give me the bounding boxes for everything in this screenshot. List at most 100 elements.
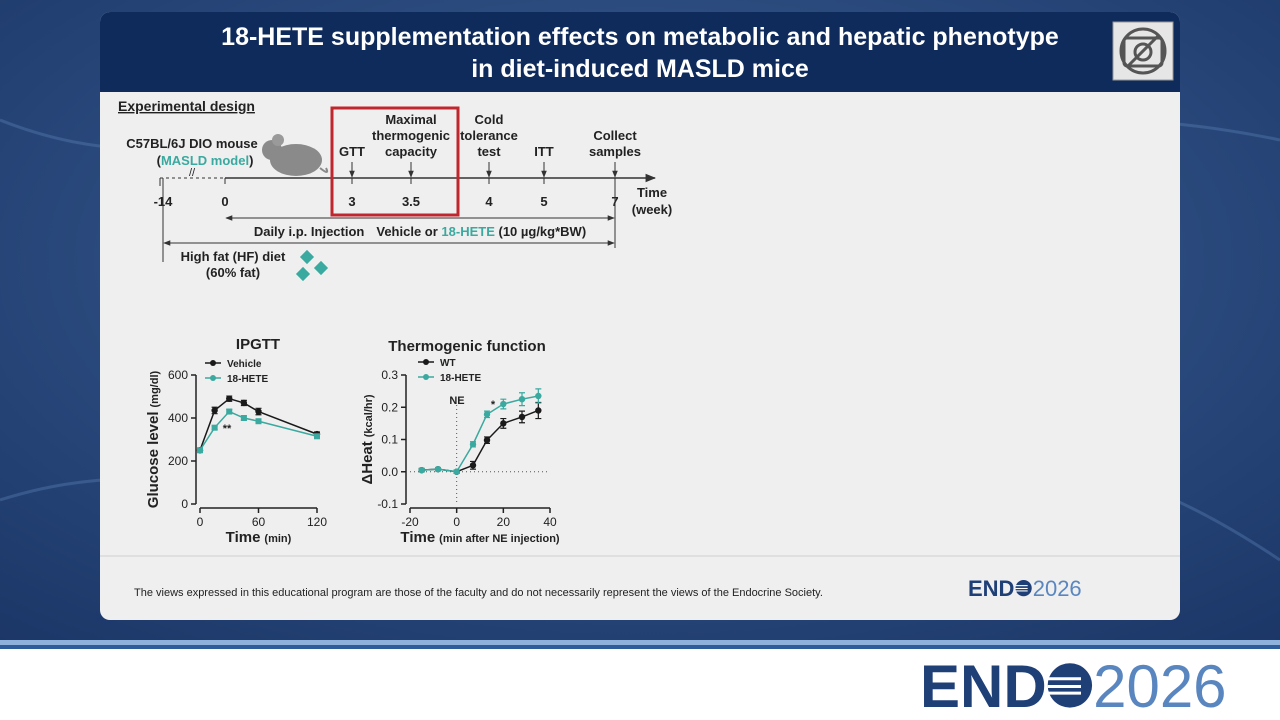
event-label: tolerance bbox=[460, 128, 518, 143]
mouse-label: C57BL/6J DIO mouse bbox=[126, 136, 258, 151]
chart-title: Thermogenic function bbox=[388, 338, 546, 355]
banner-stripe bbox=[0, 645, 1280, 649]
annotation: ** bbox=[223, 423, 232, 435]
model-part: ) bbox=[249, 153, 253, 168]
y-axis-label-part: ΔHeat bbox=[359, 441, 376, 484]
series-line bbox=[199, 397, 318, 451]
timeline-axis-label: (week) bbox=[632, 202, 672, 217]
highlight-box bbox=[330, 106, 460, 217]
model-part: ( bbox=[157, 153, 162, 168]
data-point bbox=[255, 408, 262, 415]
event-label: Maximal bbox=[385, 112, 436, 127]
legend-label: Vehicle bbox=[227, 359, 262, 370]
y-tick-label: 0.3 bbox=[381, 368, 398, 382]
data-point bbox=[483, 411, 491, 418]
data-point bbox=[518, 413, 526, 421]
x-axis-label-part: Time bbox=[226, 529, 261, 546]
x-axis-label: Time (min after NE injection) bbox=[400, 529, 559, 546]
event-label: GTT bbox=[339, 144, 365, 159]
event-label: Cold bbox=[475, 112, 504, 127]
x-tick-label: 0 bbox=[197, 515, 204, 529]
card bbox=[100, 12, 1180, 620]
x-axis-label-part: (min after NE injection) bbox=[439, 533, 560, 545]
data-point bbox=[469, 441, 477, 448]
diet-label: (60% fat) bbox=[206, 265, 260, 280]
data-point bbox=[500, 420, 507, 427]
event-label: Collect bbox=[593, 128, 637, 143]
timeline-tick-label: 3 bbox=[348, 194, 355, 209]
data-point bbox=[240, 399, 248, 407]
diet-label: High fat (HF) diet bbox=[181, 249, 286, 264]
data-point bbox=[226, 408, 233, 415]
legend-marker bbox=[423, 359, 429, 365]
endo-logo: END 2026 bbox=[968, 576, 1082, 601]
timeline-axis-label: Time bbox=[637, 185, 667, 200]
data-point bbox=[469, 462, 477, 469]
injection-part: 18-HETE bbox=[441, 224, 495, 239]
design-heading: Experimental design bbox=[118, 98, 255, 114]
timeline-tick-label: 4 bbox=[485, 194, 493, 209]
disclaimer: The views expressed in this educational … bbox=[134, 587, 823, 599]
y-tick-label: 0 bbox=[181, 497, 188, 511]
data-point bbox=[453, 468, 460, 475]
y-tick-label: 0.0 bbox=[381, 465, 398, 479]
series-line bbox=[199, 410, 318, 451]
slide-title: 18-HETE supplementation effects on metab… bbox=[221, 23, 1059, 51]
legend-label: 18-HETE bbox=[227, 374, 268, 385]
y-axis-label-part: (mg/dl) bbox=[149, 370, 161, 407]
event-label: capacity bbox=[385, 144, 438, 159]
y-tick-label: -0.1 bbox=[377, 497, 398, 511]
slide-title: in diet-induced MASLD mice bbox=[471, 55, 809, 83]
chart-title: IPGTT bbox=[236, 336, 280, 353]
data-point bbox=[535, 407, 542, 414]
x-axis-label-part: Time bbox=[400, 529, 435, 546]
model-label: (MASLD model) bbox=[157, 153, 254, 168]
y-axis-label-part: (kcal/hr) bbox=[363, 394, 375, 437]
logo-text: 2026 bbox=[1093, 653, 1226, 720]
injection-part: Vehicle or bbox=[376, 224, 441, 239]
timeline-tick-label: 3.5 bbox=[402, 194, 420, 209]
mouse-tail bbox=[319, 167, 329, 173]
data-point bbox=[255, 418, 262, 425]
legend-marker bbox=[423, 374, 429, 380]
event-label: test bbox=[477, 144, 501, 159]
data-point bbox=[434, 465, 442, 473]
annotation: NE bbox=[449, 395, 464, 407]
data-point bbox=[314, 433, 320, 440]
y-axis-label: Glucose level (mg/dl) bbox=[145, 370, 162, 508]
timeline-tick-label: 0 bbox=[221, 194, 228, 209]
diet-pellet bbox=[299, 249, 315, 265]
timeline-tick-label: 5 bbox=[540, 194, 547, 209]
injection-part: Daily i.p. Injection bbox=[254, 224, 365, 239]
x-tick-label: 40 bbox=[543, 515, 557, 529]
legend-label: WT bbox=[440, 358, 456, 369]
injection-part: (10 µg/kg*BW) bbox=[495, 224, 586, 239]
logo-text: 2026 bbox=[1033, 576, 1082, 601]
mouse-icon bbox=[262, 134, 329, 176]
x-tick-label: 120 bbox=[307, 515, 327, 529]
data-point bbox=[518, 395, 526, 403]
y-tick-label: 0.2 bbox=[381, 400, 398, 414]
x-tick-label: 60 bbox=[252, 515, 266, 529]
y-tick-label: 200 bbox=[168, 454, 188, 468]
endo-logo: END 2026 bbox=[920, 653, 1227, 720]
diet-pellet bbox=[295, 266, 311, 282]
data-point bbox=[197, 447, 203, 454]
y-tick-label: 400 bbox=[168, 411, 188, 425]
diet-pellet bbox=[313, 260, 329, 276]
data-point bbox=[211, 407, 218, 414]
data-point bbox=[240, 415, 247, 421]
x-tick-label: -20 bbox=[401, 515, 419, 529]
model-part: MASLD model bbox=[161, 153, 249, 168]
header-band bbox=[100, 12, 1180, 92]
y-tick-label: 600 bbox=[168, 368, 188, 382]
event-label: thermogenic bbox=[372, 128, 450, 143]
legend-marker bbox=[210, 360, 216, 366]
no-photo-icon bbox=[1112, 21, 1174, 81]
mouse-ear bbox=[272, 134, 284, 146]
legend-marker bbox=[210, 375, 216, 381]
data-point bbox=[500, 400, 507, 408]
data-point bbox=[226, 395, 233, 402]
x-tick-label: 0 bbox=[453, 515, 460, 529]
